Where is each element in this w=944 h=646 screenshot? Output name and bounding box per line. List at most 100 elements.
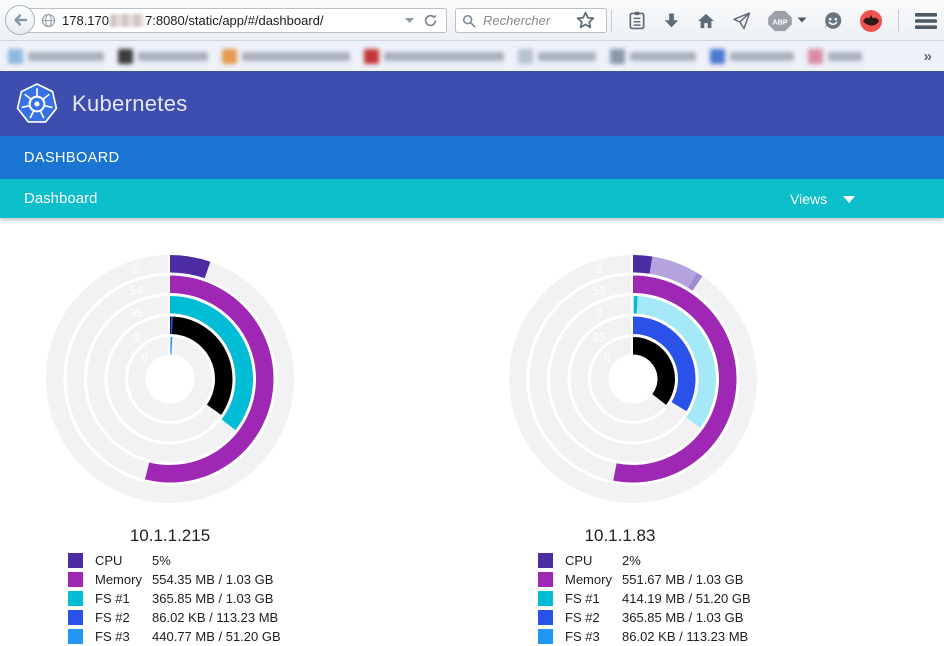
- legend-row: CPU 2%: [538, 551, 751, 570]
- bookmark-favicon: [222, 48, 237, 64]
- url-suffix: 7:8080/static/app/#/dashboard/: [145, 13, 324, 28]
- ring-segment: [170, 316, 233, 415]
- ring-segment: [170, 316, 173, 335]
- legend-value: 5%: [152, 553, 171, 568]
- legend-label: FS #1: [565, 591, 600, 606]
- ring-percent-label: 2: [596, 262, 603, 276]
- share-button[interactable]: [731, 11, 752, 31]
- url-bar[interactable]: 178.170 7:8080/static/app/#/dashboard/: [22, 8, 447, 33]
- bookmark-item[interactable]: [710, 48, 794, 64]
- toolbar-icons: ABP: [575, 0, 938, 41]
- views-dropdown[interactable]: Views: [790, 191, 856, 207]
- legend-row: FS #3 440.77 MB / 51.20 GB: [68, 627, 281, 646]
- legend-row: FS #2 365.85 MB / 1.03 GB: [538, 608, 751, 627]
- legend-label: FS #3: [95, 629, 130, 644]
- legend-swatch: [68, 572, 83, 587]
- menu-button[interactable]: [914, 11, 938, 31]
- search-bar[interactable]: [455, 8, 607, 33]
- ring-segment: [633, 296, 638, 314]
- legend-swatch: [68, 553, 83, 568]
- svg-text:ABP: ABP: [772, 17, 787, 26]
- breadcrumb: Dashboard: [24, 190, 98, 207]
- toolbar-divider: [898, 9, 899, 32]
- legend-row: Memory 554.35 MB / 1.03 GB: [68, 570, 281, 589]
- ring-segment: [170, 337, 173, 355]
- legend-label: Memory: [95, 572, 142, 587]
- ring-percent-label: 53: [592, 284, 606, 298]
- app-brand-title: Kubernetes: [72, 90, 188, 116]
- ring-segment: [170, 255, 211, 279]
- bookmarks-overflow-chevron[interactable]: »: [923, 47, 932, 65]
- bookmark-item[interactable]: [518, 48, 596, 64]
- legend-row: FS #2 86.02 KB / 113.23 MB: [68, 608, 281, 627]
- search-input[interactable]: [481, 12, 591, 29]
- red-extension-button[interactable]: [859, 9, 883, 33]
- ring-segment: [649, 256, 697, 288]
- ring-percent-label: 0: [133, 330, 140, 344]
- url-redacted-segment: [110, 14, 144, 27]
- ring-segment: [687, 272, 703, 291]
- chart-legend: CPU 2% Memory 551.67 MB / 1.03 GB FS #1 414.1…: [538, 551, 751, 646]
- legend-value: 365.85 MB / 1.03 GB: [152, 591, 274, 606]
- legend-value: 440.77 MB / 51.20 GB: [152, 629, 281, 644]
- adblock-icon: ABP: [768, 10, 792, 31]
- ring-percent-label: 35: [129, 306, 143, 320]
- smiley-chat-icon: [824, 11, 842, 29]
- home-button[interactable]: [696, 11, 716, 31]
- legend-value: 554.35 MB / 1.03 GB: [152, 572, 274, 587]
- legend-label: CPU: [565, 553, 593, 568]
- bookmark-favicon: [8, 48, 23, 64]
- node-title: 10.1.1.83: [584, 526, 656, 545]
- ring-percent-label: 35: [592, 330, 606, 344]
- legend-swatch: [68, 629, 83, 644]
- node-radial-chart: 2 53 0 35 0: [509, 255, 757, 503]
- feedback-button[interactable]: [822, 10, 844, 32]
- legend-swatch: [538, 629, 553, 644]
- legend-value: 414.19 MB / 51.20 GB: [622, 591, 751, 606]
- paper-plane-icon: [733, 11, 751, 29]
- legend-row: FS #1 414.19 MB / 51.20 GB: [538, 589, 751, 608]
- chart-legend: CPU 5% Memory 554.35 MB / 1.03 GB FS #1 365.8…: [68, 551, 281, 646]
- bookmark-favicon: [610, 48, 625, 64]
- search-icon: [462, 14, 476, 27]
- browser-toolbar: 178.170 7:8080/static/app/#/dashboard/: [0, 0, 944, 41]
- legend-swatch: [68, 610, 83, 625]
- bookmark-star-button[interactable]: [575, 10, 596, 31]
- bookmark-favicon: [364, 48, 379, 64]
- ring-segment: [144, 275, 274, 483]
- legend-label: CPU: [95, 553, 123, 568]
- kubernetes-logo-icon: [16, 82, 58, 123]
- bookmarks-bar: »: [0, 41, 944, 71]
- node-radial-chart: 5 54 35 00: [46, 255, 294, 503]
- bookmark-item[interactable]: [118, 48, 208, 64]
- back-button[interactable]: [5, 5, 35, 35]
- adblock-button[interactable]: ABP: [767, 10, 807, 32]
- ring-segment: [633, 296, 716, 428]
- urlbar-dropdown-icon[interactable]: [404, 17, 415, 24]
- legend-label: Memory: [565, 572, 612, 587]
- bookmarks-menu-button[interactable]: [627, 10, 647, 31]
- legend-swatch: [68, 591, 83, 606]
- bookmark-item[interactable]: [8, 48, 104, 64]
- ring-segment: [633, 316, 696, 412]
- bookmark-item[interactable]: [808, 48, 862, 64]
- legend-row: FS #1 365.85 MB / 1.03 GB: [68, 589, 281, 608]
- ring-segment: [633, 255, 653, 274]
- star-icon: [576, 11, 595, 29]
- downloads-button[interactable]: [662, 11, 681, 31]
- download-arrow-icon: [664, 12, 679, 27]
- sub-nav-bar: Dashboard Views: [0, 179, 944, 218]
- home-icon: [698, 13, 714, 28]
- reload-icon[interactable]: [423, 13, 438, 28]
- bookmark-favicon: [710, 48, 725, 64]
- bookmark-item[interactable]: [610, 48, 696, 64]
- bookmark-item[interactable]: [364, 48, 504, 64]
- views-label: Views: [790, 191, 828, 207]
- nav-title[interactable]: DASHBOARD: [24, 149, 120, 166]
- globe-icon: [41, 13, 56, 28]
- hamburger-icon: [915, 12, 937, 29]
- legend-label: FS #1: [95, 591, 130, 606]
- clipboard-icon: [629, 11, 645, 30]
- bookmark-item[interactable]: [222, 48, 350, 64]
- url-text: 178.170 7:8080/static/app/#/dashboard/: [62, 13, 324, 28]
